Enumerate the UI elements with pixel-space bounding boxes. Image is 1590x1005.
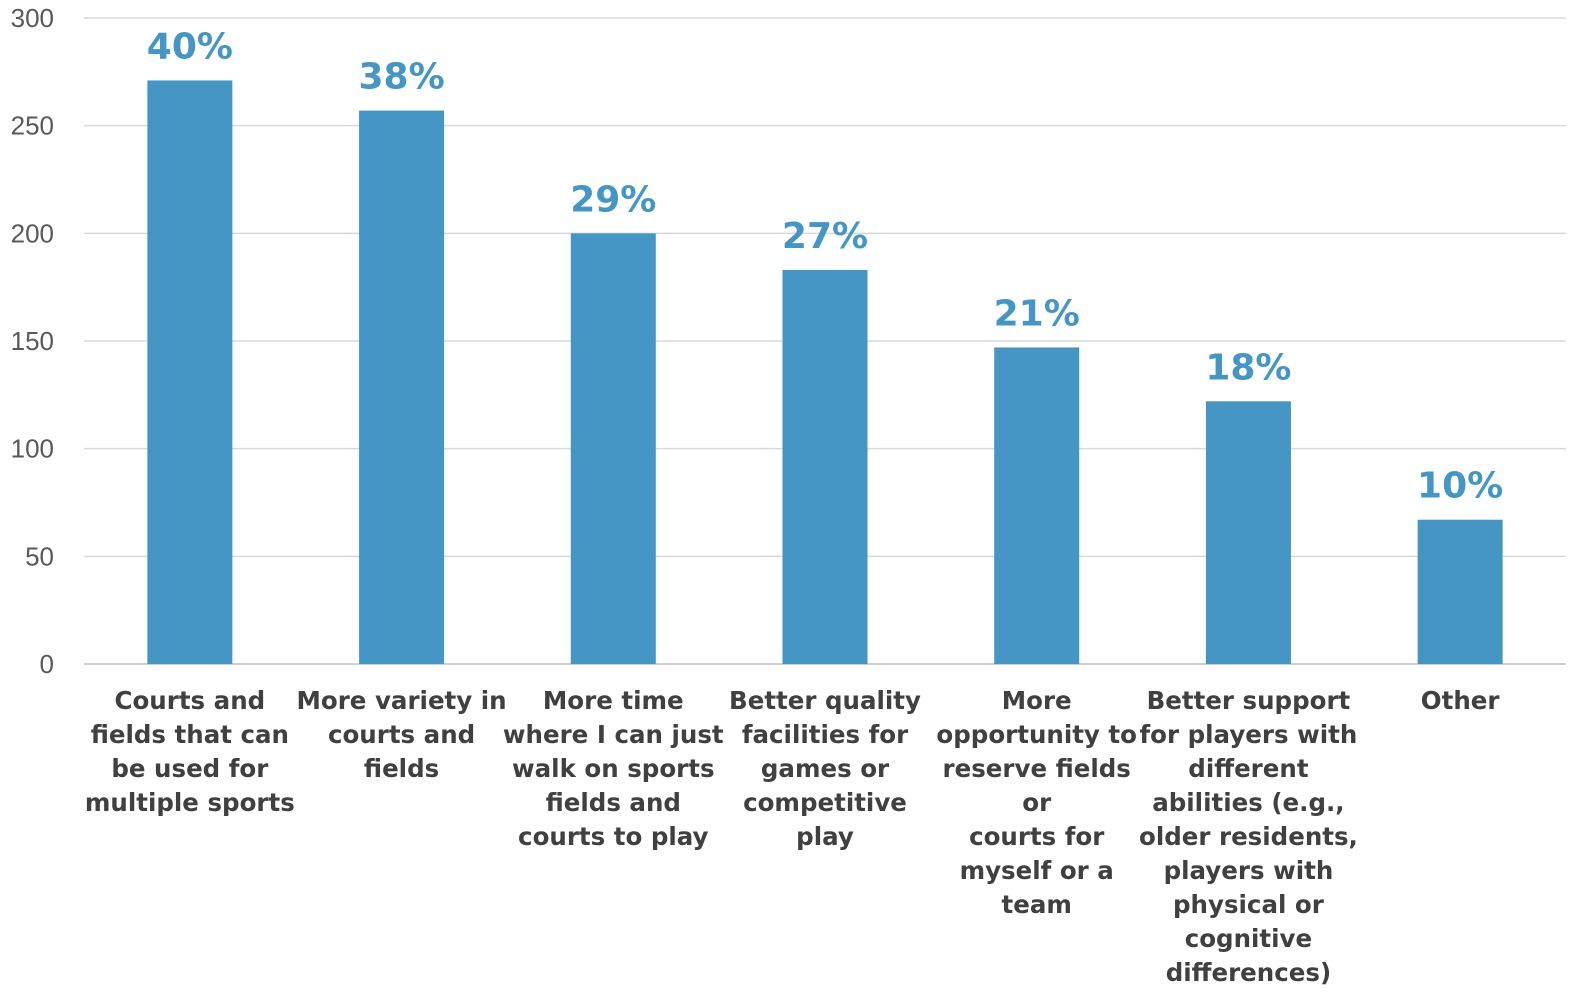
y-tick-label-200: 200 bbox=[11, 218, 54, 248]
data-label-6: 18% bbox=[1205, 347, 1291, 388]
bar-7 bbox=[1417, 519, 1503, 664]
data-label-4: 27% bbox=[782, 216, 868, 257]
x-category-label-7: Other bbox=[1420, 686, 1500, 715]
bar-2 bbox=[359, 110, 445, 665]
y-tick-label-150: 150 bbox=[11, 326, 54, 356]
y-tick-label-100: 100 bbox=[11, 434, 54, 464]
data-label-1: 40% bbox=[147, 26, 233, 67]
data-label-2: 38% bbox=[358, 57, 444, 98]
x-category-label-4: Better quality facilities for games or c… bbox=[729, 686, 921, 851]
x-category-label-2: More variety in courts and fields bbox=[296, 686, 507, 783]
x-category-label-1: Courts and fields that can be used for m… bbox=[84, 686, 295, 817]
bar-6 bbox=[1205, 401, 1291, 664]
y-tick-label-50: 50 bbox=[25, 541, 54, 571]
x-category-label-6: Better support for players with differen… bbox=[1138, 686, 1358, 987]
x-category-label-5: More opportunity to reserve fields or co… bbox=[936, 686, 1137, 919]
bar-1 bbox=[147, 80, 233, 665]
data-label-5: 21% bbox=[994, 293, 1080, 334]
y-tick-label-0: 0 bbox=[40, 649, 54, 679]
y-tick-label-300: 300 bbox=[11, 3, 54, 33]
y-tick-label-250: 250 bbox=[11, 111, 54, 141]
bar-3 bbox=[570, 233, 656, 665]
data-label-7: 10% bbox=[1417, 466, 1503, 507]
bar-5 bbox=[994, 347, 1080, 664]
data-label-3: 29% bbox=[570, 179, 656, 220]
x-category-label-3: More time where I can just walk on sport… bbox=[502, 686, 724, 851]
bar-4 bbox=[782, 269, 868, 664]
